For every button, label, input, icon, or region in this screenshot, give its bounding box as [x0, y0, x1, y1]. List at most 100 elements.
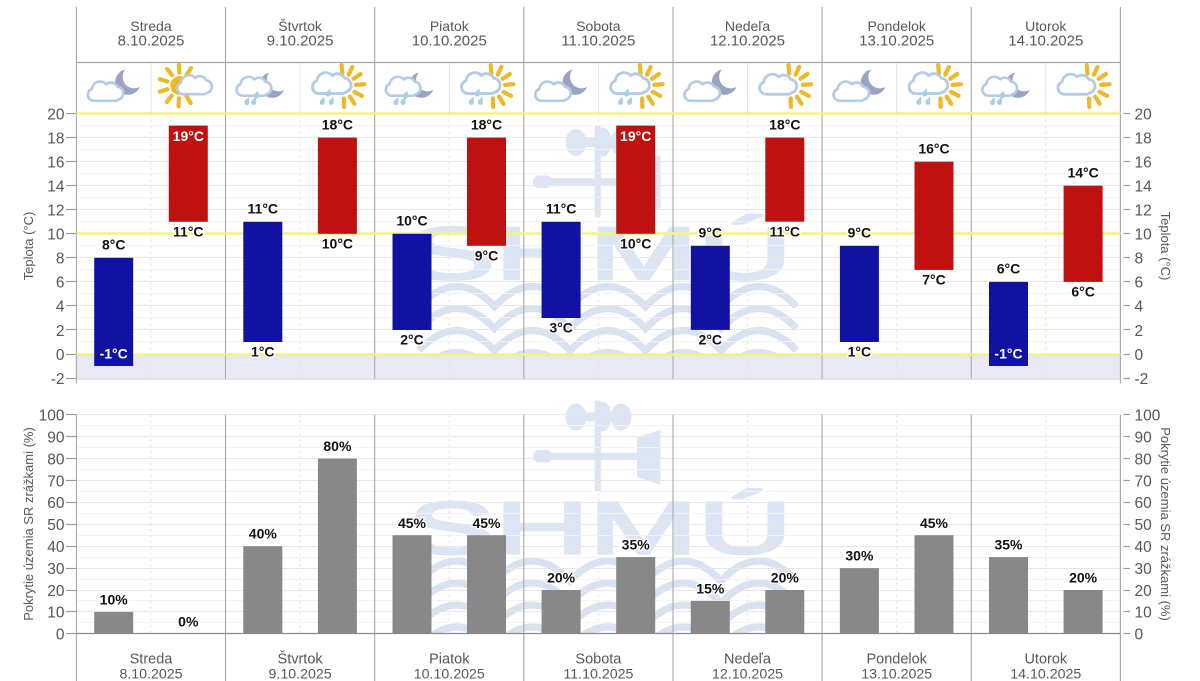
- svg-text:100: 100: [1135, 408, 1161, 425]
- svg-text:45%: 45%: [472, 515, 501, 531]
- svg-text:60: 60: [47, 495, 65, 512]
- svg-text:Streda: Streda: [130, 18, 171, 34]
- svg-text:6°C: 6°C: [997, 261, 1021, 277]
- svg-text:2°C: 2°C: [400, 332, 424, 348]
- svg-text:20%: 20%: [547, 570, 576, 586]
- svg-text:0: 0: [1135, 347, 1144, 364]
- svg-text:9.10.2025: 9.10.2025: [269, 666, 332, 681]
- svg-text:30: 30: [47, 561, 65, 578]
- svg-text:30%: 30%: [845, 548, 874, 564]
- svg-text:14.10.2025: 14.10.2025: [1008, 32, 1083, 49]
- svg-text:11°C: 11°C: [770, 223, 801, 239]
- svg-text:10: 10: [47, 227, 65, 244]
- svg-text:6: 6: [1135, 275, 1144, 292]
- svg-text:Sobota: Sobota: [575, 651, 622, 667]
- svg-text:Teplota (°C): Teplota (°C): [21, 212, 36, 281]
- svg-text:Utorok: Utorok: [1024, 651, 1067, 667]
- svg-text:6°C: 6°C: [1071, 283, 1095, 299]
- svg-text:80: 80: [1135, 451, 1153, 468]
- svg-text:14.10.2025: 14.10.2025: [1010, 666, 1081, 681]
- svg-text:12.10.2025: 12.10.2025: [710, 32, 785, 49]
- svg-text:16: 16: [47, 155, 64, 172]
- svg-text:20: 20: [47, 583, 65, 600]
- svg-text:35%: 35%: [994, 537, 1023, 553]
- svg-text:6: 6: [56, 275, 65, 292]
- svg-text:Sobota: Sobota: [576, 18, 621, 34]
- svg-text:45%: 45%: [398, 515, 427, 531]
- svg-text:12.10.2025: 12.10.2025: [712, 666, 783, 681]
- svg-text:2: 2: [56, 323, 65, 340]
- svg-text:11.10.2025: 11.10.2025: [561, 32, 635, 49]
- svg-text:3°C: 3°C: [549, 319, 573, 335]
- svg-text:1°C: 1°C: [251, 344, 275, 360]
- svg-text:10: 10: [1135, 227, 1153, 244]
- svg-text:14°C: 14°C: [1067, 164, 1098, 180]
- svg-text:11°C: 11°C: [173, 223, 204, 239]
- svg-text:40: 40: [47, 539, 65, 556]
- svg-text:Pondelok: Pondelok: [868, 18, 927, 34]
- svg-text:-2: -2: [1135, 371, 1149, 388]
- svg-text:13.10.2025: 13.10.2025: [859, 32, 934, 49]
- svg-text:8: 8: [1135, 251, 1144, 268]
- svg-text:8.10.2025: 8.10.2025: [119, 666, 182, 681]
- svg-text:11°C: 11°C: [248, 201, 279, 217]
- svg-text:80%: 80%: [323, 438, 352, 454]
- svg-text:2°C: 2°C: [699, 332, 723, 348]
- svg-text:18°C: 18°C: [471, 116, 502, 132]
- svg-text:16°C: 16°C: [918, 140, 949, 156]
- svg-text:8: 8: [56, 251, 65, 268]
- svg-text:50: 50: [47, 517, 65, 534]
- svg-text:Štvrtok: Štvrtok: [278, 650, 324, 667]
- svg-text:Piatok: Piatok: [429, 651, 470, 667]
- svg-text:10.10.2025: 10.10.2025: [412, 32, 487, 49]
- svg-text:45%: 45%: [920, 515, 949, 531]
- svg-text:Piatok: Piatok: [430, 18, 470, 34]
- svg-text:18°C: 18°C: [322, 116, 353, 132]
- svg-text:0%: 0%: [178, 613, 199, 629]
- svg-text:9°C: 9°C: [475, 247, 499, 263]
- svg-text:0: 0: [56, 627, 65, 644]
- svg-text:20: 20: [47, 106, 65, 123]
- svg-text:11.10.2025: 11.10.2025: [563, 666, 633, 681]
- svg-text:18: 18: [1135, 130, 1152, 147]
- svg-text:19°C: 19°C: [620, 128, 651, 144]
- svg-text:20%: 20%: [1069, 570, 1098, 586]
- svg-text:14: 14: [1135, 179, 1153, 196]
- svg-text:20: 20: [1135, 583, 1153, 600]
- svg-text:8°C: 8°C: [102, 237, 126, 253]
- svg-text:9.10.2025: 9.10.2025: [267, 32, 334, 49]
- svg-text:0: 0: [1135, 627, 1144, 644]
- svg-text:1°C: 1°C: [848, 344, 872, 360]
- svg-text:4: 4: [56, 299, 65, 316]
- svg-text:50: 50: [1135, 517, 1153, 534]
- svg-text:Pokrytie územia SR zrážkami (%: Pokrytie územia SR zrážkami (%): [21, 427, 36, 621]
- svg-text:10°C: 10°C: [396, 213, 427, 229]
- svg-text:60: 60: [1135, 495, 1153, 512]
- svg-text:Teplota (°C): Teplota (°C): [1158, 212, 1173, 281]
- svg-text:9°C: 9°C: [848, 225, 872, 241]
- svg-text:20: 20: [1135, 106, 1153, 123]
- svg-text:18°C: 18°C: [769, 116, 800, 132]
- svg-text:11°C: 11°C: [546, 201, 577, 217]
- svg-text:40: 40: [1135, 539, 1153, 556]
- svg-text:Štvrtok: Štvrtok: [278, 18, 323, 34]
- svg-text:7°C: 7°C: [922, 271, 946, 287]
- svg-text:80: 80: [47, 451, 65, 468]
- svg-text:10°C: 10°C: [322, 235, 353, 251]
- svg-text:Pokrytie územia SR zrážkami (%: Pokrytie územia SR zrážkami (%): [1158, 427, 1173, 621]
- svg-text:10: 10: [47, 605, 65, 622]
- svg-text:Streda: Streda: [130, 651, 174, 667]
- svg-text:Nedeľa: Nedeľa: [725, 18, 771, 34]
- svg-text:10°C: 10°C: [620, 235, 651, 251]
- svg-text:20%: 20%: [771, 570, 800, 586]
- svg-text:13.10.2025: 13.10.2025: [861, 666, 932, 681]
- svg-text:-2: -2: [51, 371, 65, 388]
- svg-text:10.10.2025: 10.10.2025: [414, 666, 485, 681]
- svg-text:16: 16: [1135, 155, 1152, 172]
- svg-text:-1°C: -1°C: [994, 346, 1022, 362]
- svg-text:10: 10: [1135, 605, 1153, 622]
- svg-text:40%: 40%: [249, 526, 278, 542]
- svg-text:15%: 15%: [696, 580, 725, 596]
- svg-text:70: 70: [47, 473, 65, 490]
- svg-text:0: 0: [56, 347, 65, 364]
